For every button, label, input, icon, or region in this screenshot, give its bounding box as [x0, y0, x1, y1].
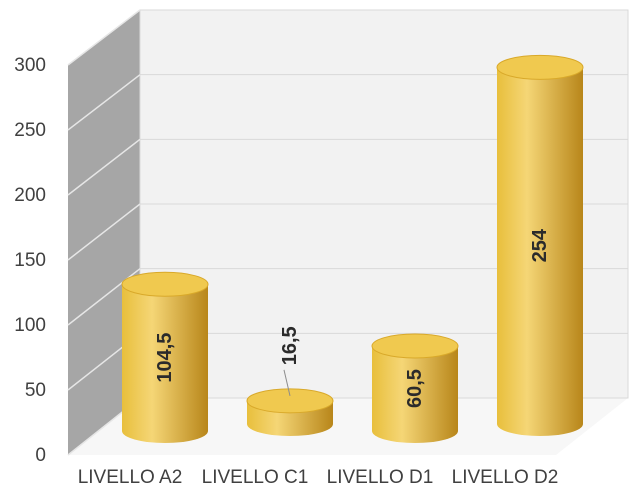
- y-tick-label: 0: [35, 445, 46, 466]
- bar: 16,5: [246, 326, 334, 436]
- gridline-side: [67, 203, 141, 261]
- y-tick-label: 200: [14, 185, 46, 206]
- data-label: 254: [529, 228, 551, 262]
- bar-top: [121, 271, 209, 297]
- bar-body: [372, 346, 458, 443]
- bar-top: [246, 388, 334, 414]
- x-category-label: LIVELLO A2: [78, 467, 183, 488]
- gridline-side: [67, 74, 141, 131]
- leader-line: [283, 369, 291, 396]
- y-tick-label: 300: [14, 55, 46, 76]
- bar-body: [122, 284, 208, 443]
- x-category-label: LIVELLO C1: [202, 467, 309, 488]
- bar-top: [371, 333, 459, 359]
- y-tick-label: 100: [14, 315, 46, 336]
- gridline-side: [67, 138, 141, 196]
- bar: 104,5: [121, 271, 209, 443]
- bar-top: [496, 54, 584, 80]
- bar: 254: [496, 54, 584, 436]
- y-tick-label: 250: [14, 120, 46, 141]
- bar: 60,5: [371, 333, 459, 443]
- y-tick-label: 150: [14, 250, 46, 271]
- x-category-label: LIVELLO D1: [327, 467, 434, 488]
- y-tick-label: 50: [25, 380, 46, 401]
- data-label: 16,5: [279, 326, 301, 365]
- bar-body: [497, 67, 583, 436]
- data-label: 60,5: [404, 369, 426, 408]
- gridline-side: [67, 9, 141, 66]
- x-category-label: LIVELLO D2: [452, 467, 559, 488]
- data-label: 104,5: [154, 333, 176, 383]
